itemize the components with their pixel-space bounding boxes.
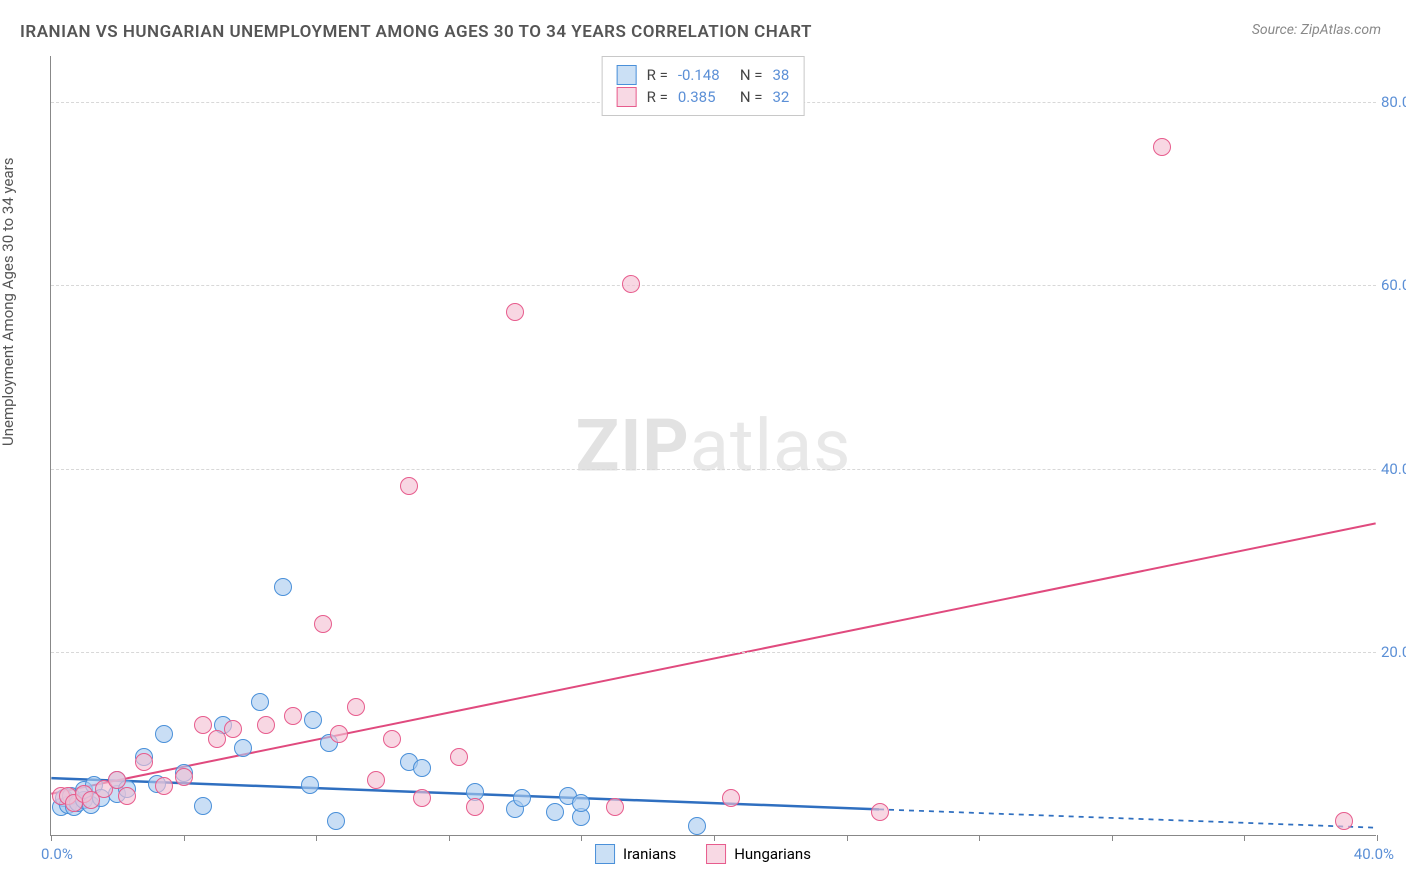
scatter-point-hungarians	[622, 275, 640, 293]
scatter-point-hungarians	[118, 787, 136, 805]
legend-stats-row: R = 0.385 N = 32	[617, 87, 790, 107]
watermark-atlas: atlas	[690, 403, 852, 488]
scatter-point-hungarians	[314, 615, 332, 633]
legend-series-item: Iranians	[595, 844, 676, 864]
y-axis-label: Unemployment Among Ages 30 to 34 years	[0, 158, 17, 446]
scatter-point-hungarians	[606, 798, 624, 816]
legend-stats-row: R = -0.148 N = 38	[617, 65, 790, 85]
scatter-point-hungarians	[400, 477, 418, 495]
scatter-point-hungarians	[1335, 812, 1353, 830]
scatter-point-hungarians	[257, 716, 275, 734]
chart-title: IRANIAN VS HUNGARIAN UNEMPLOYMENT AMONG …	[20, 22, 812, 42]
x-tick	[581, 835, 582, 841]
scatter-point-hungarians	[383, 730, 401, 748]
scatter-point-hungarians	[722, 789, 740, 807]
y-tick-label: 40.0%	[1381, 460, 1406, 478]
legend-series-label: Hungarians	[734, 845, 811, 863]
watermark: ZIPatlas	[576, 403, 852, 488]
trendline-ext-iranians	[879, 809, 1376, 827]
scatter-point-hungarians	[175, 768, 193, 786]
y-tick-label: 60.0%	[1381, 276, 1406, 294]
scatter-point-iranians	[688, 817, 706, 835]
source-label: Source:	[1252, 22, 1301, 38]
scatter-point-hungarians	[506, 303, 524, 321]
scatter-point-iranians	[513, 789, 531, 807]
legend-stats: R = -0.148 N = 38 R = 0.385 N = 32	[602, 56, 805, 116]
scatter-point-iranians	[301, 776, 319, 794]
scatter-point-iranians	[327, 812, 345, 830]
scatter-point-hungarians	[413, 789, 431, 807]
x-tick	[184, 835, 185, 841]
legend-swatch	[617, 65, 637, 85]
gridline	[51, 285, 1376, 286]
y-tick-label: 20.0%	[1381, 643, 1406, 661]
x-tick	[316, 835, 317, 841]
scatter-point-iranians	[155, 725, 173, 743]
legend-series-label: Iranians	[623, 845, 676, 863]
scatter-point-iranians	[413, 759, 431, 777]
scatter-point-hungarians	[1153, 138, 1171, 156]
scatter-point-iranians	[234, 739, 252, 757]
source-name: ZipAtlas.com	[1301, 22, 1381, 38]
scatter-point-hungarians	[155, 777, 173, 795]
legend-swatch	[595, 844, 615, 864]
watermark-zip: ZIP	[576, 403, 690, 488]
x-axis-max-label: 40.0%	[1354, 845, 1394, 863]
scatter-point-hungarians	[224, 720, 242, 738]
gridline	[51, 652, 1376, 653]
scatter-point-hungarians	[871, 803, 889, 821]
x-tick	[1244, 835, 1245, 841]
scatter-point-iranians	[572, 794, 590, 812]
gridline	[51, 469, 1376, 470]
scatter-point-iranians	[194, 797, 212, 815]
legend-swatch	[617, 87, 637, 107]
legend-n-label: N =	[740, 88, 763, 106]
x-tick	[714, 835, 715, 841]
plot-area: ZIPatlas 0.0% 40.0% 20.0%40.0%60.0%80.0%	[50, 56, 1376, 836]
legend-r-label: R =	[647, 66, 668, 84]
chart-container: IRANIAN VS HUNGARIAN UNEMPLOYMENT AMONG …	[0, 0, 1406, 892]
scatter-point-hungarians	[330, 725, 348, 743]
trendline-iranians	[51, 778, 879, 809]
scatter-point-iranians	[546, 803, 564, 821]
x-tick	[51, 835, 52, 841]
x-tick	[1112, 835, 1113, 841]
legend-series-item: Hungarians	[706, 844, 811, 864]
scatter-point-hungarians	[367, 771, 385, 789]
x-tick	[847, 835, 848, 841]
legend-swatch	[706, 844, 726, 864]
x-tick	[449, 835, 450, 841]
legend-n-label: N =	[740, 66, 763, 84]
legend-n-value: 32	[772, 88, 789, 106]
legend-r-value: -0.148	[678, 66, 730, 84]
x-tick	[1377, 835, 1378, 841]
y-tick-label: 80.0%	[1381, 93, 1406, 111]
scatter-point-iranians	[304, 711, 322, 729]
legend-r-value: 0.385	[678, 88, 730, 106]
scatter-point-iranians	[251, 693, 269, 711]
trend-lines	[51, 56, 1376, 835]
x-axis-min-label: 0.0%	[41, 845, 73, 863]
chart-source: Source: ZipAtlas.com	[1252, 22, 1381, 38]
legend-n-value: 38	[772, 66, 789, 84]
scatter-point-hungarians	[108, 771, 126, 789]
legend-r-label: R =	[647, 88, 668, 106]
scatter-point-iranians	[274, 578, 292, 596]
legend-series: Iranians Hungarians	[595, 844, 811, 864]
scatter-point-hungarians	[347, 698, 365, 716]
scatter-point-hungarians	[450, 748, 468, 766]
scatter-point-hungarians	[466, 798, 484, 816]
x-tick	[979, 835, 980, 841]
scatter-point-hungarians	[284, 707, 302, 725]
scatter-point-hungarians	[208, 730, 226, 748]
scatter-point-hungarians	[135, 753, 153, 771]
